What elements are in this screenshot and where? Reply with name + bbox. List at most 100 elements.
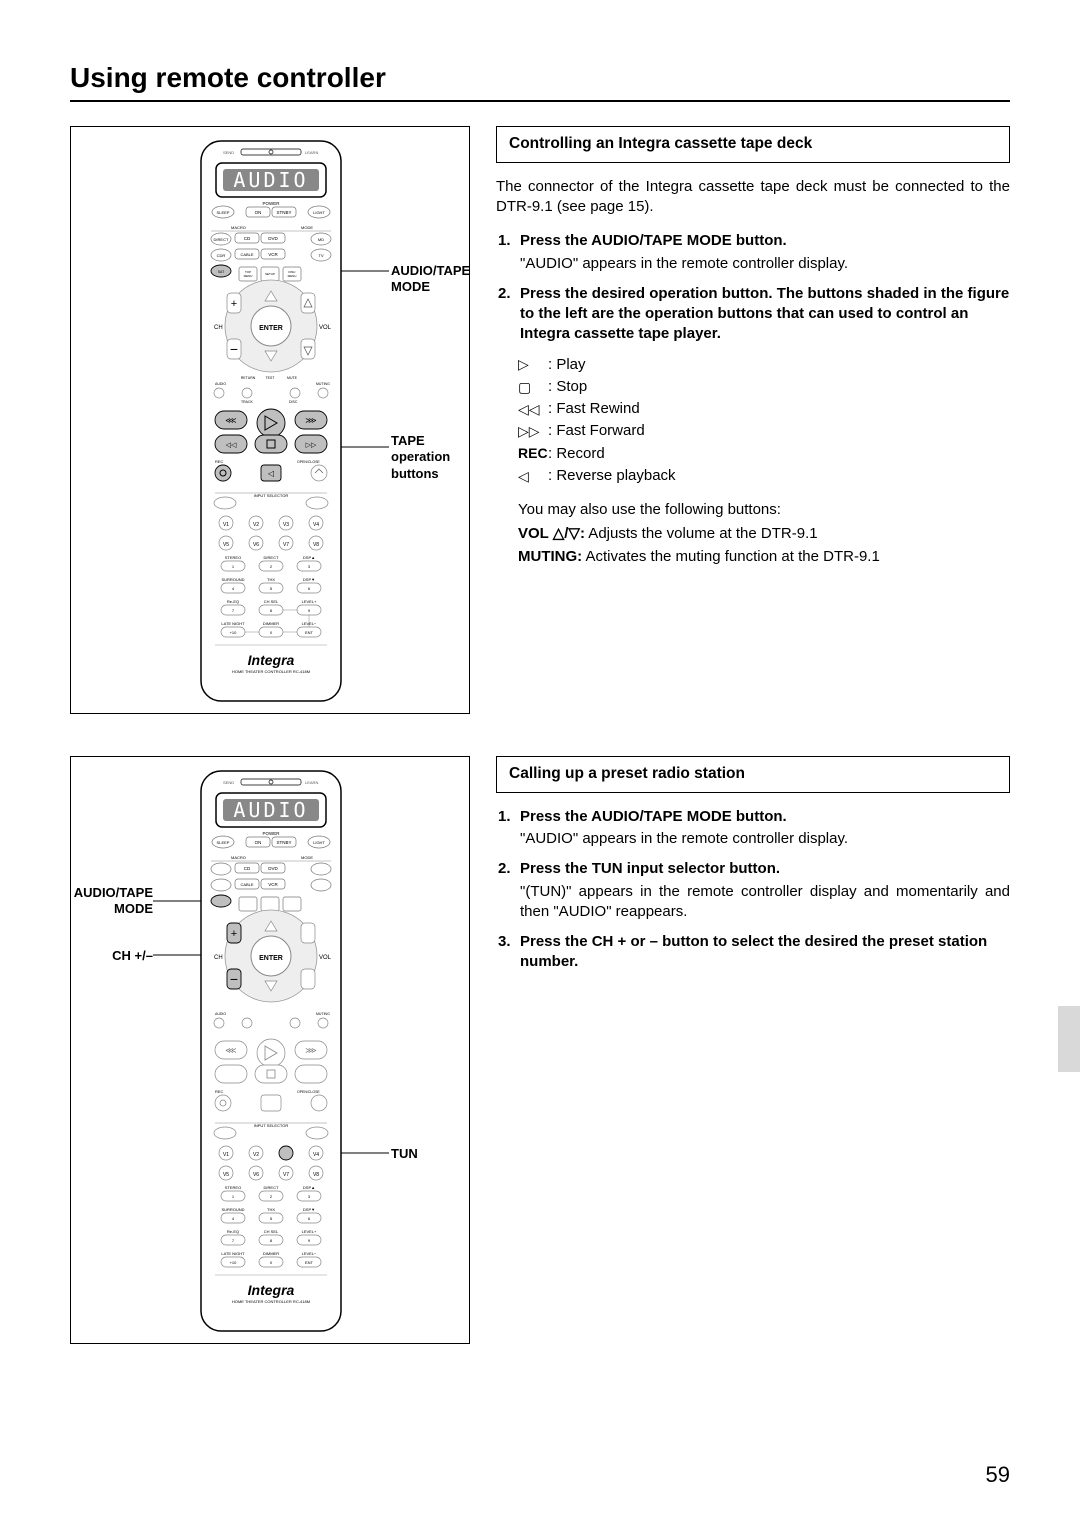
page-title: Using remote controller: [70, 62, 1010, 102]
svg-text:OPEN/CLOSE: OPEN/CLOSE: [297, 460, 320, 464]
svg-text:CDR: CDR: [217, 253, 226, 258]
svg-text:ENT: ENT: [305, 630, 314, 635]
svg-text:AUDIO: AUDIO: [233, 798, 308, 822]
svg-text:MACRO: MACRO: [231, 855, 246, 860]
svg-text:MD: MD: [318, 237, 324, 242]
remote-svg-2: SEND LEARN AUDIO POWER ON STNBY SLEEP LI…: [71, 757, 471, 1345]
svg-text:CH: CH: [214, 955, 223, 961]
svg-text:DIMMER: DIMMER: [263, 1251, 279, 1256]
svg-text:TEST: TEST: [266, 376, 276, 380]
svg-text:DVD: DVD: [268, 236, 278, 241]
label-tape-ops: TAPE operation buttons: [391, 433, 469, 482]
svg-text:Integra: Integra: [248, 652, 295, 668]
svg-text:ENTER: ENTER: [259, 325, 283, 332]
step-1-1: 1. Press the AUDIO/TAPE MODE button. "AU…: [496, 231, 1010, 274]
svg-text:MUTE: MUTE: [287, 376, 298, 380]
svg-text:−: −: [230, 341, 238, 357]
svg-text:AUDIO: AUDIO: [233, 168, 308, 192]
svg-text:Re-EQ: Re-EQ: [227, 1229, 239, 1234]
svg-text:⋙: ⋙: [305, 416, 316, 425]
svg-text:HOME THEATER CONTROLLER RC-418: HOME THEATER CONTROLLER RC-418M: [232, 1299, 310, 1304]
svg-text:MODE: MODE: [301, 855, 313, 860]
svg-text:Re-EQ: Re-EQ: [227, 599, 239, 604]
svg-text:MODE: MODE: [301, 225, 313, 230]
text-col-1: Controlling an Integra cassette tape dec…: [496, 126, 1010, 714]
svg-text:DISC: DISC: [289, 400, 298, 404]
label-ch: CH +/–: [63, 948, 153, 964]
svg-text:+: +: [231, 298, 237, 310]
svg-text:V8: V8: [313, 1172, 319, 1178]
svg-text:V3: V3: [283, 522, 289, 528]
svg-text:⋘: ⋘: [225, 1046, 236, 1055]
svg-text:ENT: ENT: [305, 1260, 314, 1265]
svg-text:V2: V2: [253, 522, 259, 528]
svg-text:CH SEL: CH SEL: [264, 1229, 279, 1234]
svg-text:LEVEL−: LEVEL−: [302, 621, 317, 626]
page-number: 59: [986, 1462, 1010, 1488]
svg-text:V5: V5: [223, 542, 229, 548]
svg-text:HOME THEATER CONTROLLER RC-418: HOME THEATER CONTROLLER RC-418M: [232, 669, 310, 674]
svg-text:LATE NIGHT: LATE NIGHT: [221, 621, 245, 626]
svg-text:SETUP: SETUP: [265, 272, 275, 276]
svg-text:DIRECT: DIRECT: [264, 1185, 279, 1190]
svg-text:MUTING: MUTING: [316, 382, 330, 386]
svg-text:DIRECT: DIRECT: [264, 555, 279, 560]
svg-text:POWER: POWER: [262, 201, 280, 206]
extra-block: You may also use the following buttons: …: [518, 500, 1010, 567]
svg-text:CH SEL: CH SEL: [264, 599, 279, 604]
text-col-2: Calling up a preset radio station 1. Pre…: [496, 756, 1010, 1344]
label-audio-tape-mode: AUDIO/TAPE MODE: [391, 263, 470, 296]
svg-text:V7: V7: [283, 542, 289, 548]
svg-text:V1: V1: [223, 522, 229, 528]
svg-text:LIGHT: LIGHT: [313, 210, 325, 215]
svg-text:ON: ON: [255, 840, 262, 845]
step-2-2: 2. Press the TUN input selector button. …: [496, 859, 1010, 922]
remote-figure-1: SEND LEARN AUDIO POWER ON STNBY SLEEP LI…: [70, 126, 470, 714]
label-tun: TUN: [391, 1146, 418, 1162]
svg-text:◁: ◁: [268, 469, 275, 478]
heading-tape: Controlling an Integra cassette tape dec…: [496, 126, 1010, 163]
svg-text:LIGHT: LIGHT: [313, 840, 325, 845]
remote-svg-1: SEND LEARN AUDIO POWER ON STNBY SLEEP LI…: [71, 127, 471, 715]
svg-text:INPUT SELECTOR: INPUT SELECTOR: [254, 493, 289, 498]
svg-text:STNBY: STNBY: [276, 210, 291, 215]
svg-text:+10: +10: [230, 1260, 238, 1265]
svg-text:SURROUND: SURROUND: [221, 1207, 244, 1212]
svg-text:SEND: SEND: [223, 780, 234, 785]
svg-text:SURROUND: SURROUND: [221, 577, 244, 582]
svg-text:⋘: ⋘: [225, 416, 236, 425]
svg-text:POWER: POWER: [262, 831, 280, 836]
svg-text:⋙: ⋙: [305, 1046, 316, 1055]
svg-text:DVD: DVD: [268, 866, 278, 871]
svg-text:CABLE: CABLE: [240, 252, 253, 257]
svg-text:LEARN: LEARN: [305, 150, 318, 155]
step-2-1: 1. Press the AUDIO/TAPE MODE button. "AU…: [496, 807, 1010, 850]
svg-text:DSP▲: DSP▲: [303, 555, 315, 560]
svg-text:V1: V1: [223, 1152, 229, 1158]
svg-text:V4: V4: [313, 522, 319, 528]
svg-text:SLEEP: SLEEP: [217, 840, 230, 845]
svg-text:V2: V2: [253, 1152, 259, 1158]
section-radio: SEND LEARN AUDIO POWER ON STNBY SLEEP LI…: [70, 756, 1010, 1344]
svg-text:V6: V6: [253, 1172, 259, 1178]
svg-text:Integra: Integra: [248, 1282, 295, 1298]
svg-text:ENTER: ENTER: [259, 955, 283, 962]
svg-text:THX: THX: [267, 1207, 275, 1212]
svg-text:MUTING: MUTING: [316, 1012, 330, 1016]
svg-text:LATE NIGHT: LATE NIGHT: [221, 1251, 245, 1256]
heading-radio: Calling up a preset radio station: [496, 756, 1010, 793]
svg-text:VCR: VCR: [268, 252, 278, 257]
svg-text:CH: CH: [214, 325, 223, 331]
svg-text:MENU: MENU: [244, 274, 253, 278]
svg-text:MACRO: MACRO: [231, 225, 246, 230]
svg-text:◁◁: ◁◁: [226, 442, 237, 449]
svg-text:V7: V7: [283, 1172, 289, 1178]
side-tab: [1058, 1006, 1080, 1072]
svg-text:REC: REC: [215, 459, 224, 464]
remote-figure-2: SEND LEARN AUDIO POWER ON STNBY SLEEP LI…: [70, 756, 470, 1344]
svg-text:DIRECT: DIRECT: [214, 237, 229, 242]
svg-text:DSP▲: DSP▲: [303, 1185, 315, 1190]
svg-text:V6: V6: [253, 542, 259, 548]
svg-text:STNBY: STNBY: [276, 840, 291, 845]
svg-text:TRACK: TRACK: [241, 400, 254, 404]
